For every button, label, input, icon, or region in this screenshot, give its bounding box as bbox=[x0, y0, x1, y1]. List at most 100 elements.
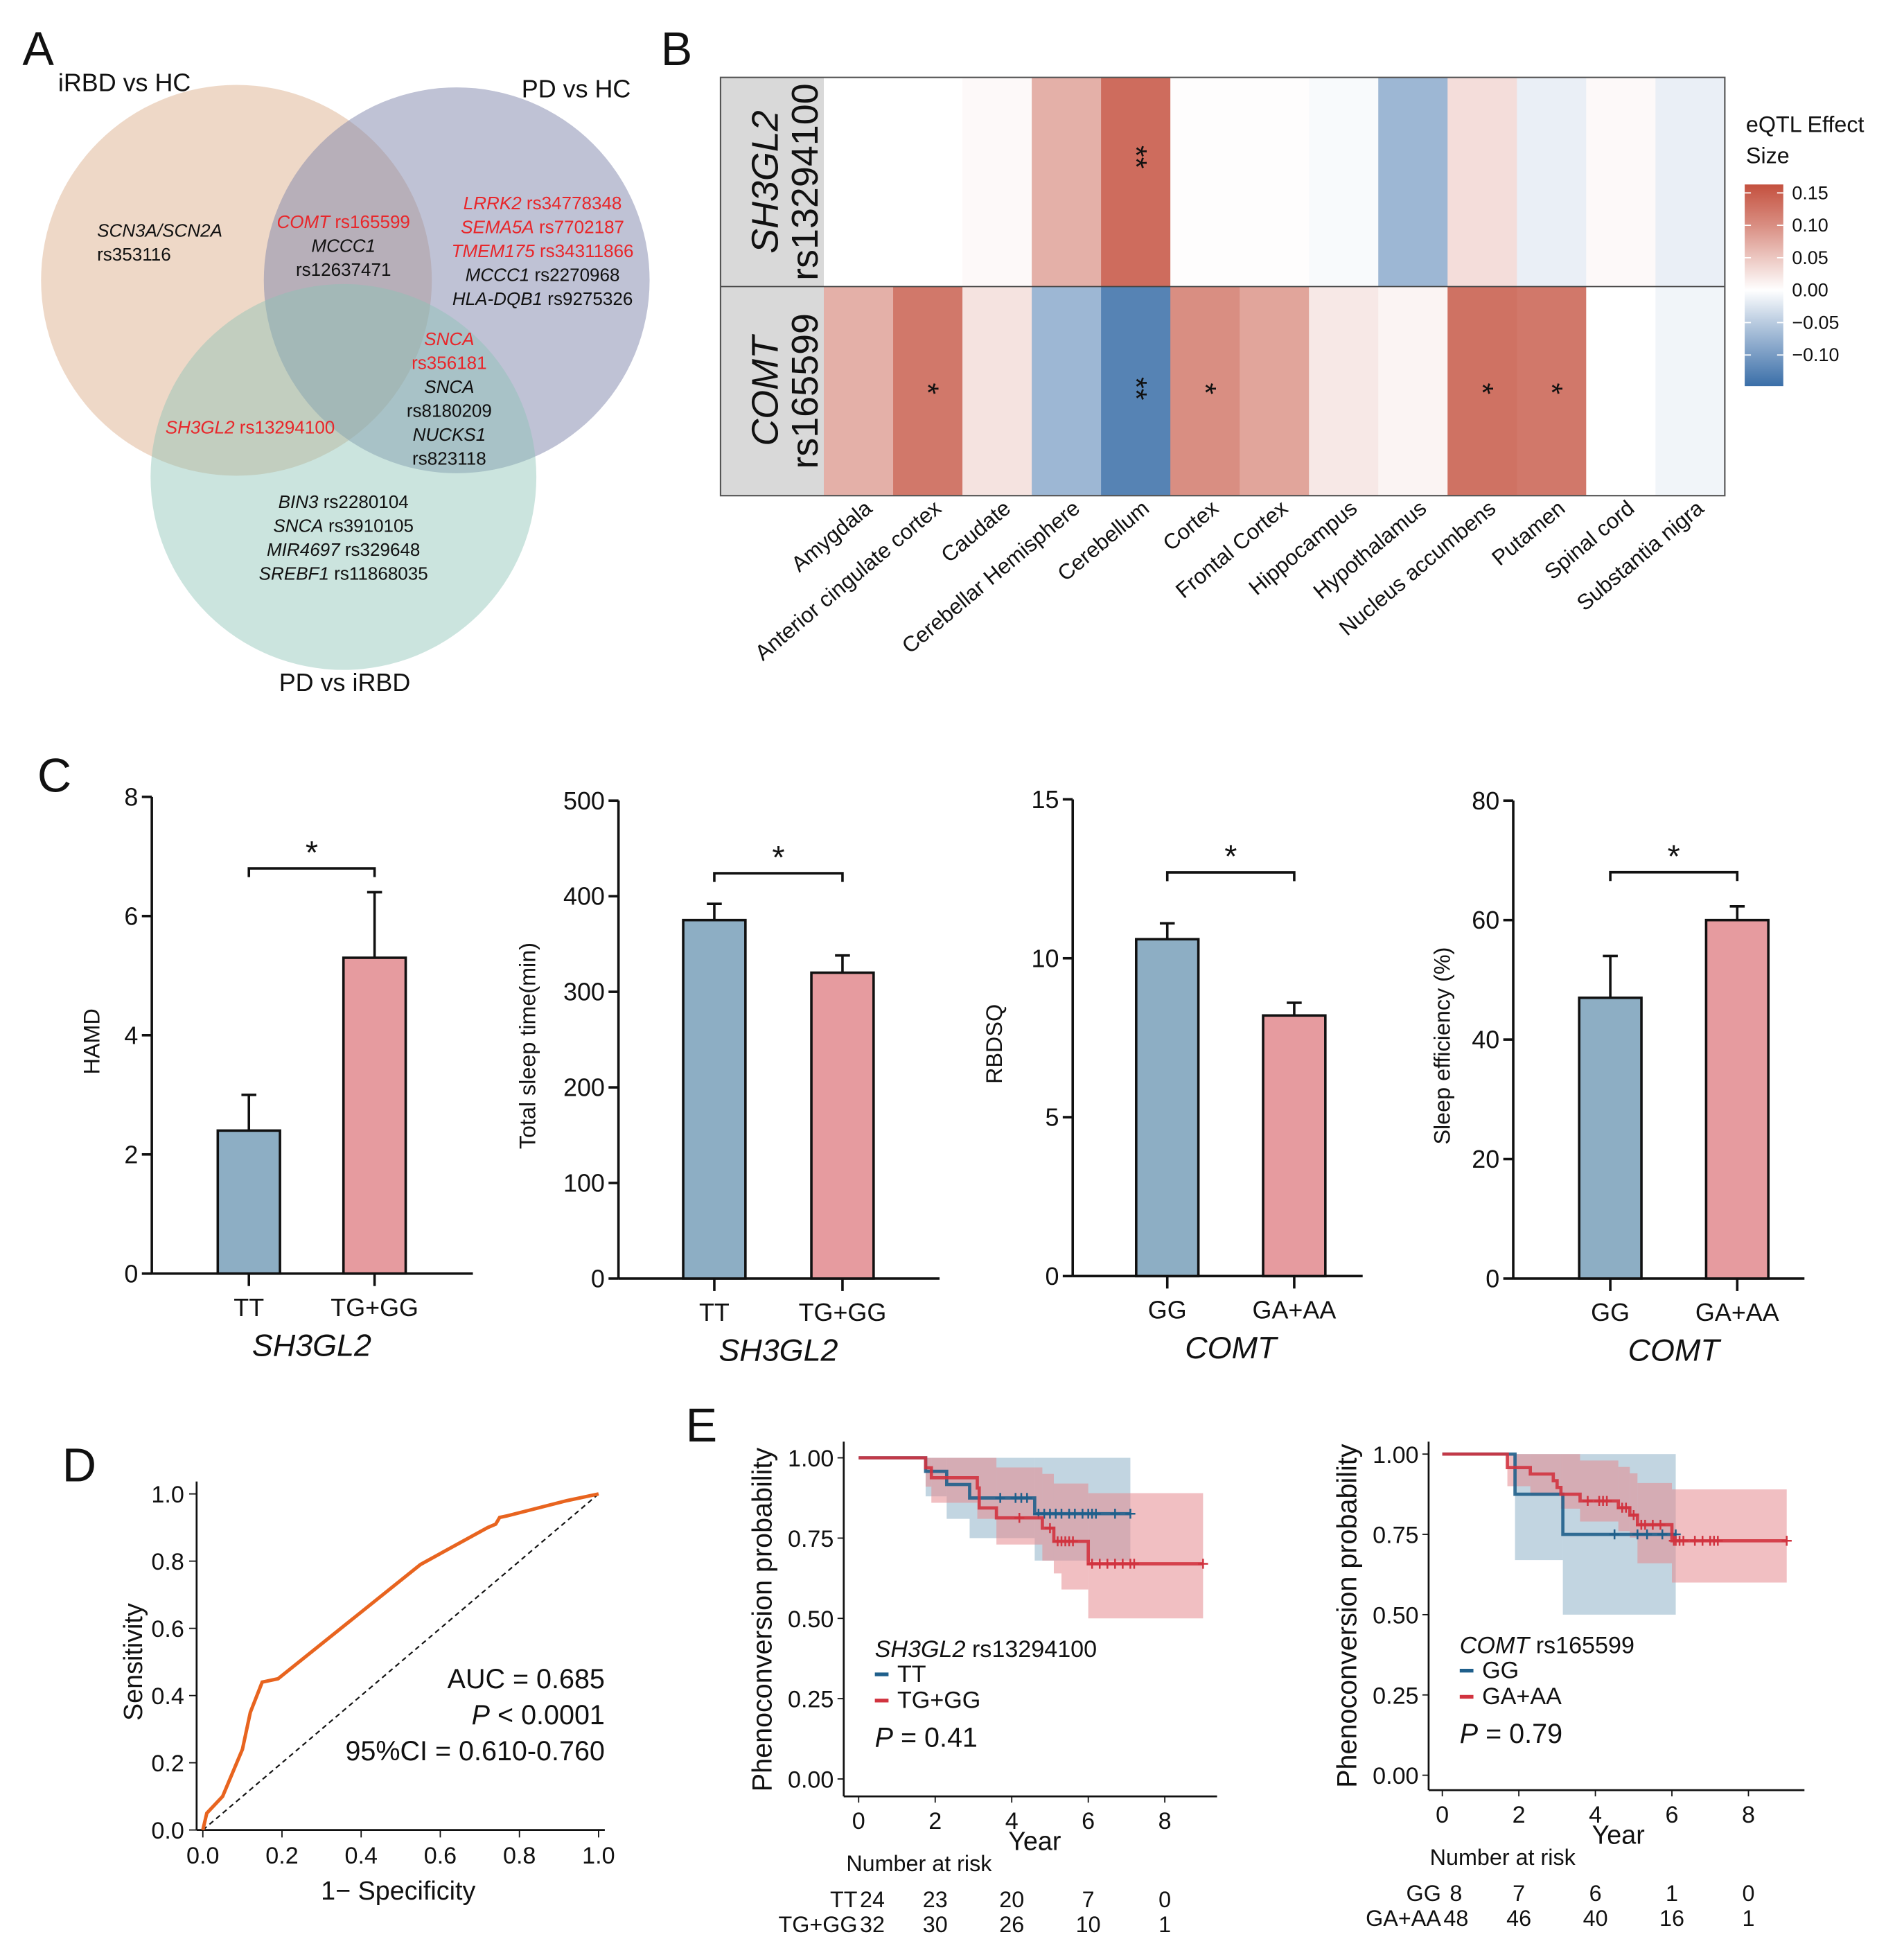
x-tick-label: 8 bbox=[1158, 1808, 1172, 1834]
ci-band-segment bbox=[1042, 1473, 1054, 1561]
x-axis-label: 1− Specificity bbox=[321, 1876, 475, 1905]
venn-snp-label: HLA-DQB1 rs9275326 bbox=[452, 288, 633, 309]
y-tick-label: 8 bbox=[124, 782, 138, 811]
snp-id: rs9275326 bbox=[547, 288, 633, 309]
significance-bracket bbox=[713, 872, 844, 882]
significance-star: * bbox=[1224, 839, 1237, 875]
legend-gene: COMT bbox=[1460, 1633, 1531, 1659]
colorbar-tick-label: 0.00 bbox=[1792, 280, 1828, 301]
y-tick-label: 200 bbox=[563, 1073, 605, 1102]
panel-label-a: A bbox=[22, 23, 54, 76]
y-tick-label: 0.8 bbox=[151, 1549, 184, 1575]
significance-marker: ** bbox=[1119, 377, 1152, 401]
bar-chart-4: 0 20 40 60 80 GG GA+AA * COMT Sleep efficiency (%… bbox=[1429, 787, 1805, 1367]
venn-snp-label: LRRK2 rs34778348 bbox=[464, 193, 622, 213]
gene-name: SEMA5A bbox=[461, 217, 534, 238]
spacer bbox=[529, 265, 534, 286]
heatmap-cell bbox=[1447, 286, 1518, 496]
y-tick-label: 500 bbox=[563, 787, 605, 815]
censor-mark bbox=[1583, 1496, 1593, 1507]
censor-mark bbox=[1068, 1536, 1078, 1547]
censor-mark bbox=[1198, 1559, 1208, 1569]
y-axis-label: RBDSQ bbox=[982, 1004, 1007, 1084]
y-tick-label: 0.75 bbox=[1373, 1523, 1418, 1549]
venn-set-title: PD vs HC bbox=[522, 74, 631, 103]
x-tick-label: GA+AA bbox=[1695, 1298, 1779, 1326]
heatmap-cell bbox=[893, 77, 963, 287]
legend-label: TT bbox=[897, 1661, 926, 1688]
risk-table-title: Number at risk bbox=[846, 1851, 992, 1876]
y-tick-label: 100 bbox=[563, 1169, 605, 1198]
venn-snp-label: SCN3A/SCN2A bbox=[97, 220, 222, 241]
spacer bbox=[235, 417, 240, 437]
gene-name: LRRK2 bbox=[464, 193, 522, 213]
colorbar bbox=[1745, 184, 1783, 387]
kaplan-meier-plots: 0.000.250.500.751.000 2 4 6 8YearPhenoconver… bbox=[748, 1441, 1805, 1937]
heatmap-cell bbox=[1240, 286, 1310, 496]
risk-table-group-label: GA+AA bbox=[1366, 1906, 1441, 1931]
bar-chart-1: 0 2 4 6 8 TT TG+GG * SH3GL2 HAMD bbox=[80, 782, 473, 1362]
venn-snp-label: TMEM175 rs34311866 bbox=[452, 240, 634, 261]
significance-star: * bbox=[306, 834, 318, 870]
y-tick-label: 0.00 bbox=[788, 1767, 834, 1794]
legend-label: GG bbox=[1482, 1657, 1519, 1683]
venn-snp-label: MCCC1 rs2270968 bbox=[466, 265, 620, 286]
bar bbox=[682, 918, 747, 1280]
venn-snp-label: MIR4697 rs329648 bbox=[267, 539, 420, 560]
ci-band-segment bbox=[1580, 1460, 1619, 1522]
y-tick-label: 0.2 bbox=[151, 1751, 184, 1777]
heatmap-cell bbox=[1240, 77, 1310, 287]
heatmap-cell bbox=[1101, 77, 1172, 287]
heatmap-cell bbox=[824, 77, 894, 287]
x-tick-label: 8 bbox=[1742, 1802, 1755, 1828]
censor-mark bbox=[1022, 1493, 1032, 1503]
heatmap-cell bbox=[1378, 77, 1449, 287]
y-tick-label: 0.75 bbox=[788, 1526, 834, 1552]
gene-name: COMT bbox=[276, 211, 331, 232]
significance-marker: * bbox=[911, 383, 944, 394]
x-tick-label: 0.8 bbox=[503, 1843, 536, 1869]
censor-mark bbox=[1713, 1536, 1723, 1546]
x-tick-label: 0.0 bbox=[186, 1843, 219, 1869]
snp-id: rs11868035 bbox=[334, 563, 428, 584]
x-tick-label: GA+AA bbox=[1253, 1295, 1337, 1324]
risk-count: 32 bbox=[860, 1912, 885, 1937]
colorbar-tick-label: −0.05 bbox=[1792, 312, 1839, 333]
snp-id: rs7702187 bbox=[539, 217, 624, 238]
heatmap-cell bbox=[1309, 77, 1379, 287]
snp-id: rs2280104 bbox=[324, 491, 409, 512]
risk-count: 24 bbox=[860, 1887, 885, 1912]
x-tick-label: 1.0 bbox=[582, 1843, 615, 1869]
tissue-label: Substantia nigra bbox=[1572, 496, 1709, 615]
panel-label-c: C bbox=[37, 750, 71, 803]
x-tick-label: 0.4 bbox=[345, 1843, 378, 1869]
ci-annotation: 95%CI = 0.610-0.760 bbox=[345, 1736, 604, 1767]
risk-count: 30 bbox=[923, 1912, 948, 1937]
y-tick-label: 20 bbox=[1472, 1145, 1499, 1173]
row-label-snp: rs165599 bbox=[784, 313, 826, 469]
p-value: = 0.41 bbox=[893, 1722, 978, 1753]
bar bbox=[1135, 938, 1200, 1278]
venn-snp-label: rs12637471 bbox=[296, 259, 391, 280]
risk-count: 10 bbox=[1076, 1912, 1101, 1937]
gene-name: BIN3 bbox=[279, 491, 319, 512]
spacer bbox=[324, 516, 328, 536]
x-tick-label: 0.6 bbox=[424, 1843, 457, 1869]
risk-count: 48 bbox=[1443, 1906, 1468, 1931]
risk-count: 16 bbox=[1659, 1906, 1684, 1931]
risk-count: 1 bbox=[1158, 1912, 1171, 1937]
y-tick-label: 400 bbox=[563, 882, 605, 911]
row-label-gene: COMT bbox=[745, 333, 786, 446]
x-tick-label: 0.2 bbox=[265, 1843, 298, 1869]
auc-annotation: AUC = 0.685 bbox=[448, 1664, 605, 1694]
y-tick-label: 1.00 bbox=[788, 1446, 834, 1472]
censor-mark bbox=[1110, 1509, 1120, 1519]
gene-name: SNCA bbox=[424, 328, 474, 349]
x-tick-label: 0 bbox=[852, 1808, 865, 1834]
snp-id: rs34311866 bbox=[540, 240, 634, 261]
snp-id: rs3910105 bbox=[328, 516, 414, 536]
censor-mark bbox=[1655, 1519, 1666, 1530]
snp-id: rs165599 bbox=[335, 211, 410, 232]
x-tick-label: 0 bbox=[1436, 1802, 1449, 1828]
